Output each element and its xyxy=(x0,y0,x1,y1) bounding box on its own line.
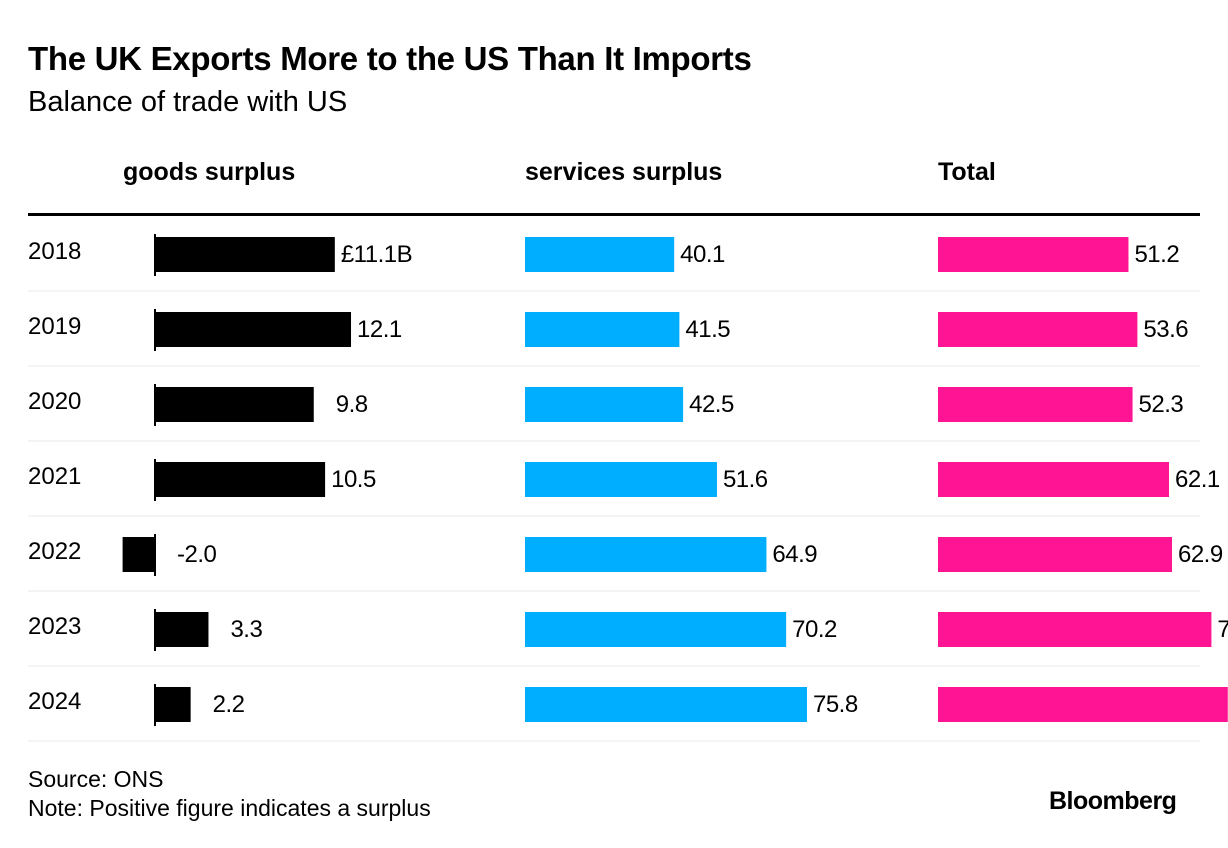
total-bar-2024 xyxy=(938,687,1228,722)
services-bar-2022 xyxy=(525,537,767,572)
goods-value-label-2023: 3.3 xyxy=(230,616,262,643)
year-label-2018: 2018 xyxy=(28,238,81,265)
goods-value-label-2022: -2.0 xyxy=(177,541,217,568)
column-header-total: Total xyxy=(938,158,996,186)
services-bar-2020 xyxy=(525,387,684,422)
total-value-label-2020: 52.3 xyxy=(1139,391,1184,418)
services-value-label-2020: 42.5 xyxy=(689,391,734,418)
goods-value-label-2019: 12.1 xyxy=(357,316,402,343)
total-bar-2018 xyxy=(938,237,1129,272)
column-header-services: services surplus xyxy=(525,158,723,186)
year-label-2023: 2023 xyxy=(28,613,81,640)
goods-bar-2024 xyxy=(155,687,191,722)
goods-value-label-2024: 2.2 xyxy=(213,691,245,718)
year-label-2022: 2022 xyxy=(28,538,81,565)
total-bar-2019 xyxy=(938,312,1138,347)
services-value-label-2021: 51.6 xyxy=(723,466,768,493)
total-bar-2022 xyxy=(938,537,1172,572)
goods-bar-2019 xyxy=(155,312,352,347)
chart-subtitle: Balance of trade with US xyxy=(28,86,348,118)
services-value-label-2019: 41.5 xyxy=(685,316,730,343)
total-value-label-2019: 53.6 xyxy=(1143,316,1188,343)
surplus-note: Note: Positive figure indicates a surplu… xyxy=(28,795,431,821)
bloomberg-logo: Bloomberg xyxy=(1049,787,1177,815)
services-value-label-2023: 70.2 xyxy=(792,616,837,643)
total-value-label-2023: 73.5 xyxy=(1217,616,1228,643)
chart-footnotes: Source: ONS Note: Positive figure indica… xyxy=(28,765,431,823)
services-value-label-2022: 64.9 xyxy=(772,541,817,568)
total-value-label-2021: 62.1 xyxy=(1175,466,1220,493)
services-bar-2018 xyxy=(525,237,675,272)
header-rule xyxy=(28,213,1200,216)
services-bar-2019 xyxy=(525,312,680,347)
services-value-label-2024: 75.8 xyxy=(813,691,858,718)
year-label-2020: 2020 xyxy=(28,388,81,415)
year-label-2024: 2024 xyxy=(28,688,81,715)
total-bar-2023 xyxy=(938,612,1212,647)
goods-bar-2021 xyxy=(155,462,326,497)
services-value-label-2018: 40.1 xyxy=(680,241,725,268)
goods-value-label-2018: £11.1B xyxy=(341,241,412,268)
goods-bar-2023 xyxy=(155,612,209,647)
column-header-goods: goods surplus xyxy=(123,158,296,186)
total-bar-2021 xyxy=(938,462,1170,497)
services-bar-2023 xyxy=(525,612,787,647)
total-value-label-2018: 51.2 xyxy=(1134,241,1179,268)
total-bar-2020 xyxy=(938,387,1133,422)
services-bar-2024 xyxy=(525,687,807,722)
year-label-2019: 2019 xyxy=(28,313,81,340)
source-note: Source: ONS xyxy=(28,766,164,792)
goods-bar-2022 xyxy=(122,537,155,572)
goods-value-label-2021: 10.5 xyxy=(331,466,376,493)
services-bar-2021 xyxy=(525,462,717,497)
total-value-label-2022: 62.9 xyxy=(1178,541,1223,568)
year-label-2021: 2021 xyxy=(28,463,81,490)
goods-bar-2020 xyxy=(155,387,314,422)
goods-bar-2018 xyxy=(155,237,335,272)
chart-title: The UK Exports More to the US Than It Im… xyxy=(28,40,752,77)
goods-value-label-2020: 9.8 xyxy=(336,391,368,418)
